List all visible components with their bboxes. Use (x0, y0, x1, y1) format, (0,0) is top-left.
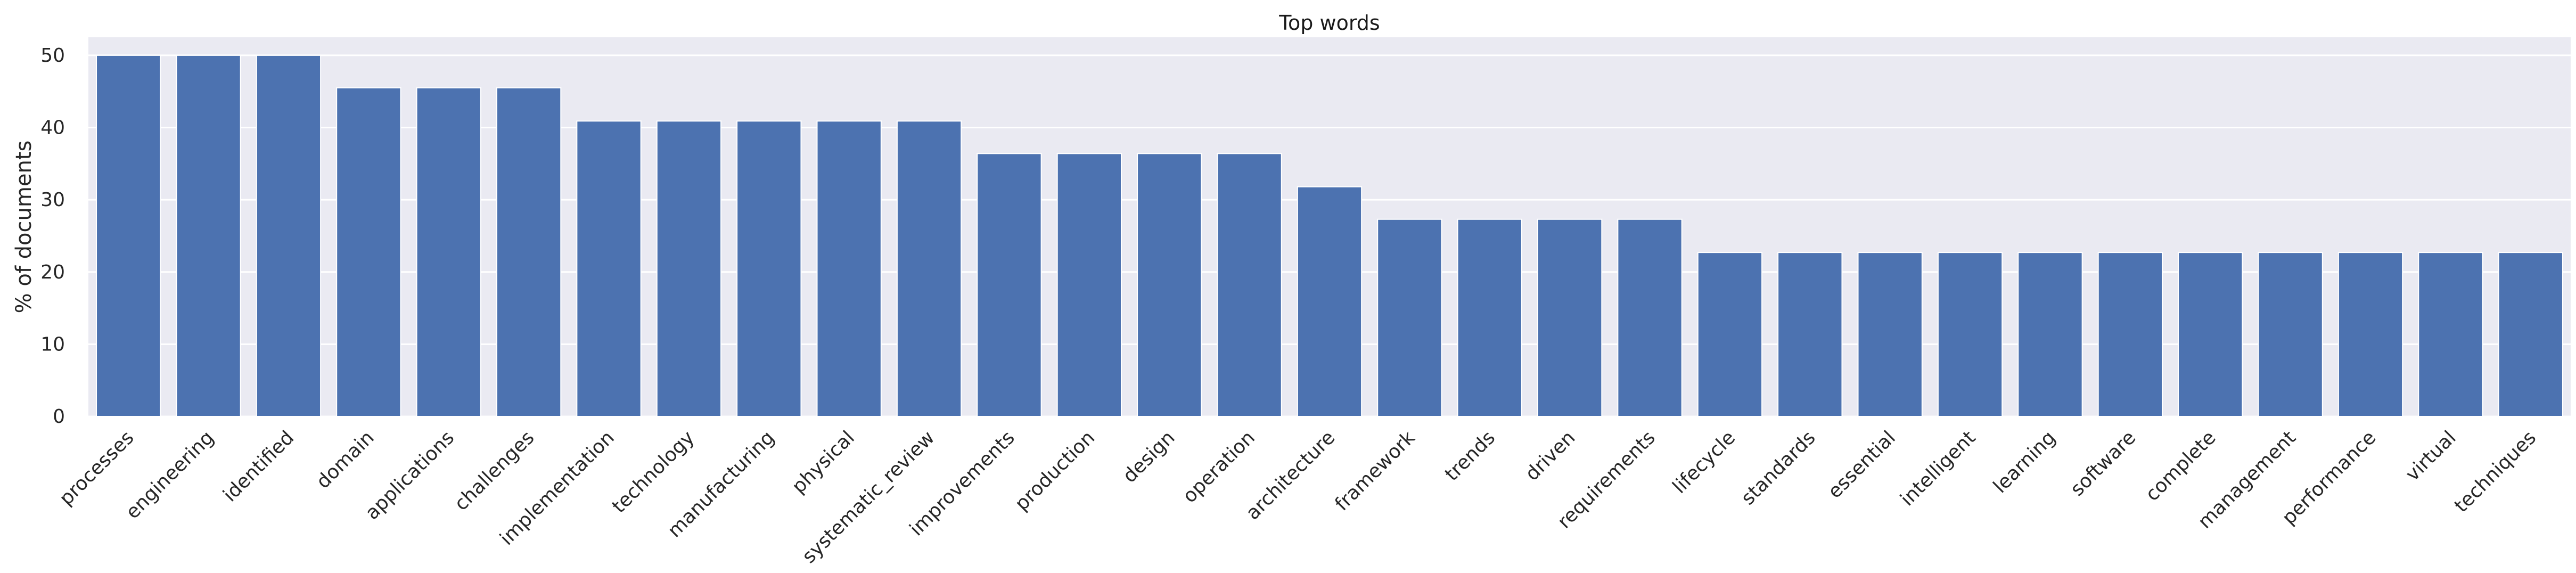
bar-operation (1217, 153, 1282, 417)
bar-applications (416, 87, 481, 417)
bar-essential (1857, 252, 1923, 417)
x-tick-label-essential: essential (1824, 427, 1900, 503)
x-tick-label-identified: identified (219, 427, 298, 506)
x-tick-label-driven: driven (1521, 427, 1580, 485)
x-tick-label-lifecycle: lifecycle (1669, 427, 1740, 498)
bar-performance (2337, 252, 2403, 417)
bar-improvements (977, 153, 1042, 417)
x-tick-label-domain: domain (312, 427, 378, 493)
x-tick-label-design: design (1119, 427, 1179, 487)
x-tick-label-standards: standards (1737, 427, 1820, 509)
y-tick-label: 0 (53, 406, 65, 428)
x-tick-label-systematic_review: systematic_review (798, 427, 939, 568)
y-tick-label: 20 (40, 261, 65, 283)
bar-engineering (176, 54, 241, 417)
x-tick-label-complete: complete (2142, 427, 2220, 505)
x-tick-label-challenges: challenges (450, 427, 539, 515)
x-tick-label-trends: trends (1441, 427, 1499, 485)
x-tick-label-software: software (2066, 427, 2140, 500)
bar-learning (2017, 252, 2083, 417)
x-tick-label-techniques: techniques (2450, 427, 2540, 517)
bar-manufacturing (736, 120, 802, 417)
bar-lifecycle (1697, 252, 1763, 417)
y-axis-ticks: 0 10 20 30 40 50 (40, 45, 65, 428)
x-tick-label-technology: technology (608, 427, 699, 517)
bar-processes (96, 54, 161, 417)
bar-challenges (496, 87, 562, 417)
bar-complete (2178, 252, 2243, 417)
bar-driven (1537, 218, 1603, 417)
x-tick-label-learning: learning (1989, 427, 2060, 497)
bar-systematic_review (896, 120, 962, 417)
x-tick-label-intelligent: intelligent (1896, 427, 1980, 510)
bar-requirements (1617, 218, 1683, 417)
bar-techniques (2498, 252, 2563, 417)
x-tick-label-operation: operation (1179, 427, 1259, 507)
bar-identified (256, 54, 322, 417)
x-tick-label-processes: processes (55, 427, 138, 510)
bar-design (1137, 153, 1202, 417)
bar-intelligent (1937, 252, 2003, 417)
bar-standards (1777, 252, 1843, 417)
bar-management (2258, 252, 2323, 417)
y-tick-label: 30 (40, 189, 65, 211)
y-tick-label: 50 (40, 45, 65, 67)
y-axis-label: % of documents (12, 141, 36, 314)
bar-software (2097, 252, 2163, 417)
bar-architecture (1297, 186, 1363, 417)
chart-title: Top words (1278, 11, 1380, 35)
bars (96, 54, 2563, 417)
bar-trends (1457, 218, 1522, 417)
bar-physical (816, 120, 882, 417)
bar-virtual (2418, 252, 2483, 417)
bar-implementation (576, 120, 642, 417)
x-tick-label-physical: physical (788, 427, 859, 497)
y-tick-label: 40 (40, 117, 65, 139)
x-tick-label-production: production (1011, 427, 1100, 515)
x-tick-label-virtual: virtual (2401, 427, 2460, 485)
bar-framework (1377, 218, 1442, 417)
bar-technology (656, 120, 722, 417)
x-tick-label-framework: framework (1331, 427, 1420, 515)
y-tick-label: 10 (40, 333, 65, 355)
bar-production (1056, 153, 1122, 417)
bar-domain (336, 87, 401, 417)
